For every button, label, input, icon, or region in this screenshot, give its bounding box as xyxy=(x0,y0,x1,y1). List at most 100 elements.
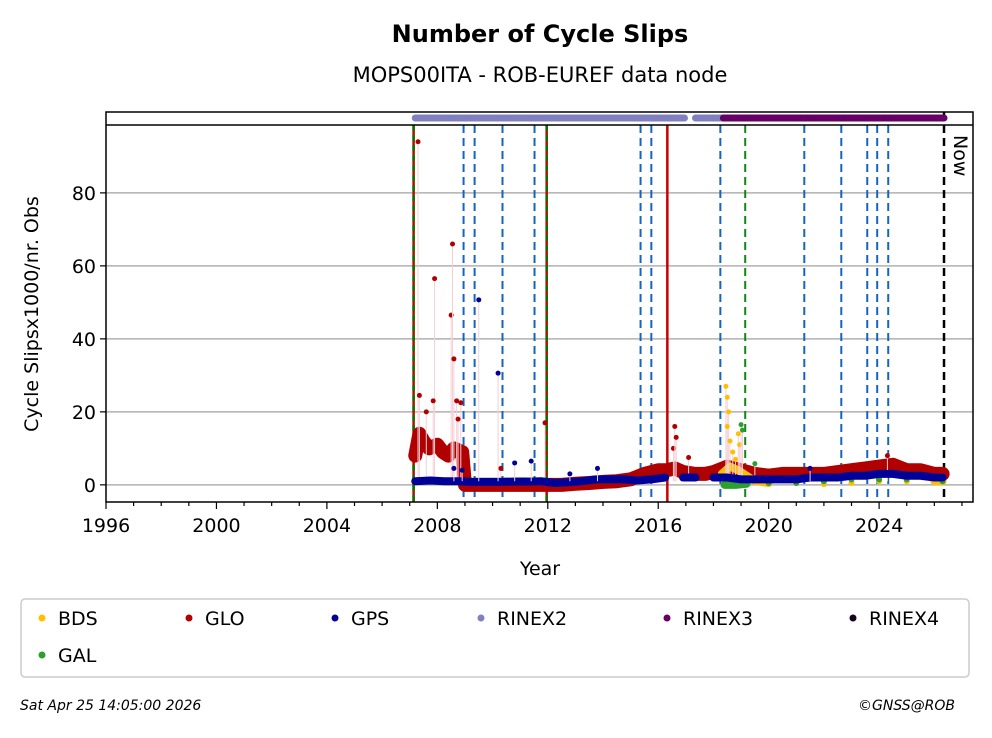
data-point-gal xyxy=(752,461,758,467)
x-tick-label: 2008 xyxy=(413,515,461,537)
data-point-glo xyxy=(415,139,421,145)
chart-title: Number of Cycle Slips xyxy=(392,20,689,48)
data-point-gps xyxy=(551,480,558,487)
data-point-gps xyxy=(528,458,534,464)
data-point-gps xyxy=(495,370,501,376)
data-point-gps xyxy=(451,465,457,471)
y-tick-label: 0 xyxy=(84,475,96,497)
legend: BDS GLO GPS RINEX2 RINEX3 RINEX4 GAL xyxy=(38,608,939,667)
data-point-gps xyxy=(903,472,910,479)
legend-marker-gal-icon xyxy=(38,651,46,659)
data-point-glo xyxy=(884,453,890,459)
data-point-gps xyxy=(634,477,641,484)
data-point-gps xyxy=(510,478,517,485)
data-point-glo xyxy=(412,452,419,459)
x-tick-label: 2012 xyxy=(524,515,572,537)
data-point-bds xyxy=(724,423,730,429)
data-point-gps xyxy=(482,478,489,485)
data-point-gps xyxy=(459,467,465,473)
axes: 0 20 40 60 80 1996 2000 2004 2008 2012 2016 2020 202… xyxy=(72,183,963,537)
data-point-gps xyxy=(807,465,813,471)
legend-label-rinex2: RINEX2 xyxy=(497,608,567,630)
data-point-gps xyxy=(620,476,627,483)
legend-marker-rinex2-icon xyxy=(477,614,485,622)
now-label: Now xyxy=(949,135,971,176)
event-lines xyxy=(412,112,946,502)
data-point-gps xyxy=(648,476,655,483)
legend-marker-glo-icon xyxy=(185,614,193,622)
data-point-gps xyxy=(931,474,938,481)
x-tick-label: 2004 xyxy=(303,515,351,537)
data-point-glo xyxy=(426,445,433,452)
data-point-gps xyxy=(889,470,896,477)
data-point-glo xyxy=(663,467,670,474)
y-axis-label: Cycle Slipsx1000/nr. Obs xyxy=(21,196,43,432)
data-point-glo xyxy=(451,356,457,362)
data-point-gal xyxy=(739,427,745,433)
x-tick-label: 2000 xyxy=(192,515,240,537)
data-point-gps xyxy=(692,474,699,481)
x-tick-label: 2020 xyxy=(744,515,792,537)
data-point-glo xyxy=(672,423,678,429)
data-point-bds xyxy=(726,409,732,415)
grid xyxy=(106,192,973,486)
y-tick-label: 80 xyxy=(72,183,96,205)
data-point-gps xyxy=(593,476,600,483)
data-point-glo xyxy=(876,463,883,470)
data-point-gps xyxy=(939,474,946,481)
data-point-glo xyxy=(445,452,452,459)
data-point-gps xyxy=(662,474,669,481)
data-point-glo xyxy=(889,461,896,468)
legend-label-glo: GLO xyxy=(205,608,245,630)
data-point-bds xyxy=(735,431,741,437)
legend-marker-bds-icon xyxy=(38,614,46,622)
data-point-gps xyxy=(738,476,745,483)
data-point-bds xyxy=(723,383,729,389)
chart-subtitle: MOPS00ITA - ROB-EUREF data node xyxy=(353,63,728,87)
data-point-gps xyxy=(524,478,531,485)
data-point-gps xyxy=(468,478,475,485)
data-point-glo xyxy=(702,470,709,477)
data-point-gps xyxy=(441,478,448,485)
legend-label-gal: GAL xyxy=(58,645,97,667)
data-point-gps xyxy=(567,471,573,477)
data-point-gps xyxy=(512,460,518,466)
data-point-gps xyxy=(606,476,613,483)
data-point-glo xyxy=(439,449,446,456)
legend-box xyxy=(20,598,970,678)
data-point-gps xyxy=(455,478,462,485)
data-point-gps xyxy=(565,479,572,486)
data-point-glo xyxy=(423,409,429,415)
legend-label-gps: GPS xyxy=(351,608,389,630)
data-series xyxy=(408,139,950,492)
data-point-glo xyxy=(862,465,869,472)
legend-marker-rinex4-icon xyxy=(849,614,857,622)
data-point-gps xyxy=(917,472,924,479)
legend-label-bds: BDS xyxy=(58,608,98,630)
data-point-glo xyxy=(655,467,662,474)
data-point-gps xyxy=(579,478,586,485)
data-point-glo xyxy=(432,276,438,282)
data-point-glo xyxy=(498,465,504,471)
data-point-glo xyxy=(455,416,461,422)
data-point-gps xyxy=(427,477,434,484)
data-point-glo xyxy=(420,438,427,445)
timestamp: Sat Apr 25 14:05:00 2026 xyxy=(20,698,201,714)
legend-marker-gps-icon xyxy=(331,614,339,622)
data-point-gal xyxy=(732,481,739,488)
data-point-gal xyxy=(738,422,744,428)
data-point-gps xyxy=(476,297,482,303)
data-point-bds xyxy=(727,438,733,444)
x-tick-label: 2016 xyxy=(634,515,682,537)
data-point-gps xyxy=(876,470,883,477)
data-point-gal xyxy=(721,481,728,488)
data-point-gps xyxy=(710,474,717,481)
y-tick-label: 40 xyxy=(72,329,96,351)
legend-label-rinex3: RINEX3 xyxy=(683,608,753,630)
data-point-gps xyxy=(496,478,503,485)
legend-label-rinex4: RINEX4 xyxy=(869,608,939,630)
x-axis-label: Year xyxy=(519,558,560,580)
data-point-gps xyxy=(412,478,419,485)
data-point-glo xyxy=(641,470,648,477)
data-point-glo xyxy=(450,241,456,247)
